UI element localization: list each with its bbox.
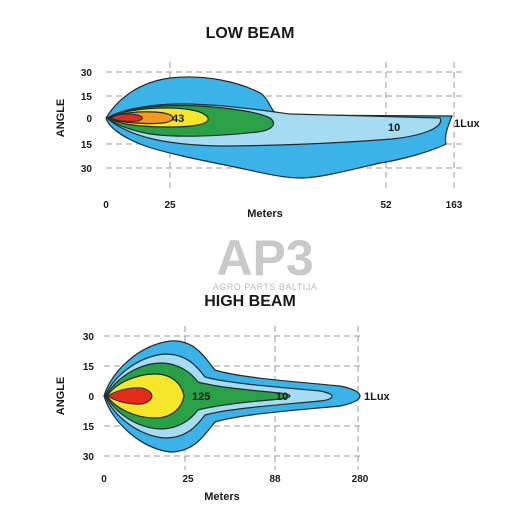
high-beam-y-ticks: 30 15 0 15 30 [83, 332, 95, 463]
watermark-logo-text: AP3 [216, 230, 313, 286]
high-beam-y-tick: 30 [83, 332, 95, 343]
high-beam-title: HIGH BEAM [204, 293, 296, 310]
high-beam-x-tick: 280 [352, 474, 369, 485]
low-beam-y-tick: 30 [81, 164, 93, 175]
high-beam-panel: HIGH BEAM 125 10 1Lux 30 15 0 1 [55, 293, 391, 503]
low-beam-x-tick: 0 [103, 200, 109, 211]
low-beam-contour-red [110, 113, 143, 122]
high-beam-y-tick: 15 [83, 422, 95, 433]
high-beam-label-125: 125 [192, 391, 210, 403]
low-beam-x-tick: 52 [380, 200, 392, 211]
high-beam-contours [103, 340, 361, 453]
low-beam-xlabel: Meters [247, 208, 282, 220]
low-beam-x-tick: 25 [164, 200, 176, 211]
high-beam-x-tick: 0 [101, 474, 107, 485]
high-beam-y-tick: 0 [88, 392, 94, 403]
low-beam-contours [105, 76, 453, 179]
high-beam-ylabel: ANGLE [55, 377, 67, 416]
low-beam-y-tick: 0 [86, 114, 92, 125]
watermark-logo: AP3 AGRO PARTS BALTIJA [213, 230, 318, 292]
low-beam-ylabel: ANGLE [55, 99, 67, 138]
high-beam-y-tick: 15 [83, 362, 95, 373]
low-beam-x-tick: 163 [446, 200, 463, 211]
high-beam-label-1lux: 1Lux [364, 391, 391, 403]
low-beam-y-ticks: 30 15 0 15 30 [81, 68, 93, 175]
watermark-tagline: AGRO PARTS BALTIJA [213, 282, 318, 292]
high-beam-label-10: 10 [276, 391, 288, 403]
low-beam-label-10: 10 [388, 122, 400, 134]
low-beam-label-43: 43 [172, 113, 184, 125]
low-beam-title: LOW BEAM [206, 25, 295, 42]
low-beam-y-tick: 30 [81, 68, 93, 79]
low-beam-y-tick: 15 [81, 92, 93, 103]
high-beam-xlabel: Meters [204, 491, 239, 503]
low-beam-x-ticks: 0 25 52 163 [103, 200, 463, 211]
high-beam-x-tick: 25 [182, 474, 194, 485]
low-beam-panel: LOW BEAM 43 10 1Lux 30 15 0 [55, 25, 481, 220]
low-beam-y-tick: 15 [81, 140, 93, 151]
high-beam-contour-red [107, 387, 153, 405]
low-beam-label-1lux: 1Lux [454, 118, 481, 130]
high-beam-x-ticks: 0 25 88 280 [101, 474, 369, 485]
high-beam-x-tick: 88 [269, 474, 281, 485]
high-beam-y-tick: 30 [83, 452, 95, 463]
